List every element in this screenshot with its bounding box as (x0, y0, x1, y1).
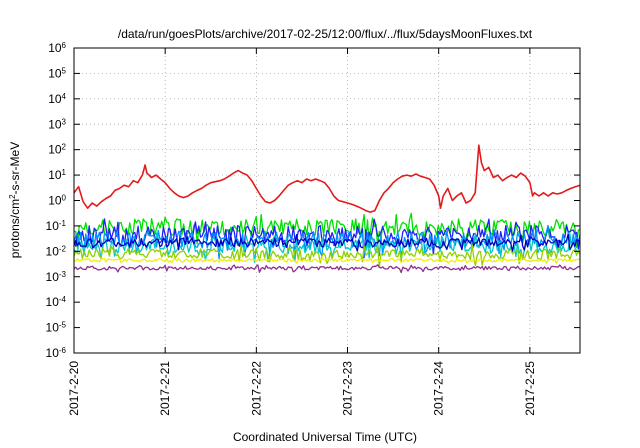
y-tick-label: 102 (48, 142, 66, 157)
y-tick-label-base: 10 (46, 346, 60, 360)
y-tick-label-exp: -6 (59, 346, 67, 355)
y-tick-label-base: 10 (48, 41, 62, 55)
y-tick-label-exp: 2 (62, 142, 67, 151)
y-tick-label-base: 10 (46, 219, 60, 233)
y-tick-label: 10-1 (46, 218, 67, 233)
y-tick-label: 106 (48, 41, 66, 56)
series-layer (73, 144, 581, 274)
y-tick-label-exp: -2 (59, 244, 67, 253)
chart-title: /data/run/goesPlots/archive/2017-02-25/1… (118, 27, 533, 41)
y-tick-label-exp: -3 (59, 269, 67, 278)
y-tick-label-base: 10 (46, 244, 60, 258)
y-tick-label-base: 10 (48, 168, 62, 182)
y-tick-label-exp: 4 (62, 91, 67, 100)
x-tick-label: 2017-2-24 (432, 361, 446, 416)
y-tick-label: 10-6 (46, 346, 67, 361)
y-tick-label: 10-4 (46, 295, 67, 310)
x-tick-label: 2017-2-23 (341, 361, 355, 416)
y-tick-label-exp: -4 (59, 295, 67, 304)
series-line (73, 264, 581, 274)
y-tick-label: 10-3 (46, 269, 67, 284)
y-tick-label-exp: 3 (62, 117, 67, 126)
y-tick-label-base: 10 (46, 295, 60, 309)
series-line (73, 224, 581, 260)
y-tick-label-base: 10 (48, 143, 62, 157)
y-tick-label-base: 10 (48, 117, 62, 131)
y-tick-label: 105 (48, 66, 66, 81)
y-tick-label-exp: 6 (62, 41, 67, 50)
y-tick-label-exp: 5 (62, 66, 67, 75)
grid-lines (74, 48, 580, 353)
y-tick-label: 101 (48, 168, 66, 183)
y-axis-ticks: 10-610-510-410-310-210-11001011021031041… (46, 41, 580, 361)
x-tick-label: 2017-2-22 (249, 361, 263, 416)
y-axis-label-rest: -s-sr-MeV (8, 142, 22, 195)
y-tick-label-base: 10 (46, 321, 60, 335)
series-line (73, 233, 581, 253)
x-axis-ticks: 2017-2-20 2017-2-21 2017-2-22 2017-2-23 2017… (67, 48, 537, 416)
series-line (73, 243, 581, 268)
y-tick-label: 104 (48, 91, 66, 106)
y-axis-label: protons/cm2-s-sr-MeV (8, 142, 23, 258)
series-line (73, 257, 581, 265)
y-tick-label-base: 10 (46, 270, 60, 284)
y-tick-label-exp: 1 (62, 168, 67, 177)
x-axis-label: Coordinated Universal Time (UTC) (233, 430, 417, 444)
y-tick-label-base: 10 (48, 92, 62, 106)
series-line (73, 144, 581, 213)
y-tick-label-base: 10 (48, 66, 62, 80)
y-axis-label-sup: 2 (8, 194, 17, 199)
y-tick-label: 10-2 (46, 244, 67, 258)
x-tick-label: 2017-2-25 (523, 361, 537, 416)
x-tick-label: 2017-2-20 (67, 361, 81, 416)
series-line (73, 212, 581, 249)
plot-frame (73, 47, 581, 354)
y-tick-label-base: 10 (48, 194, 62, 208)
y-tick-label: 100 (48, 193, 66, 208)
y-tick-label: 10-5 (46, 320, 67, 335)
y-tick-label-exp: -5 (59, 320, 67, 329)
y-axis-label-base: protons/cm (8, 199, 22, 258)
y-tick-label-exp: -1 (59, 218, 67, 227)
y-tick-label-exp: 0 (62, 193, 67, 202)
x-tick-label: 2017-2-21 (158, 361, 172, 416)
y-tick-label: 103 (48, 117, 66, 132)
